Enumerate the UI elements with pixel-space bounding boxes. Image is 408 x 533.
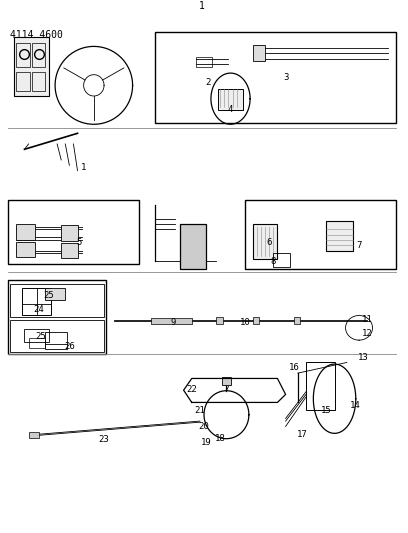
Text: 6: 6 [266, 238, 272, 247]
FancyBboxPatch shape [61, 225, 78, 241]
FancyBboxPatch shape [326, 221, 353, 251]
FancyBboxPatch shape [294, 317, 300, 324]
Text: 15: 15 [321, 406, 332, 415]
Text: 3: 3 [283, 73, 288, 82]
FancyBboxPatch shape [253, 317, 259, 324]
Text: 8: 8 [271, 257, 276, 266]
FancyBboxPatch shape [16, 242, 35, 257]
Text: 18: 18 [215, 434, 226, 442]
Text: 4114 4600: 4114 4600 [10, 30, 63, 40]
Text: 5: 5 [77, 238, 82, 247]
Text: 21: 21 [195, 406, 205, 415]
FancyBboxPatch shape [222, 377, 231, 385]
Text: 1: 1 [81, 164, 86, 173]
Text: 2: 2 [205, 78, 211, 87]
FancyBboxPatch shape [61, 243, 78, 258]
Text: 14: 14 [350, 401, 360, 409]
Text: 1: 1 [199, 2, 205, 12]
Text: 25: 25 [35, 333, 46, 341]
FancyBboxPatch shape [253, 224, 277, 259]
FancyBboxPatch shape [180, 224, 206, 269]
Text: 7: 7 [356, 241, 362, 250]
FancyBboxPatch shape [216, 317, 223, 324]
Text: 9: 9 [171, 318, 176, 327]
Text: 12: 12 [362, 329, 373, 337]
Text: 23: 23 [99, 435, 109, 444]
Text: 19: 19 [201, 438, 211, 447]
Text: 20: 20 [199, 422, 209, 431]
Text: 10: 10 [239, 318, 250, 327]
FancyBboxPatch shape [29, 432, 39, 438]
FancyBboxPatch shape [45, 288, 65, 300]
Text: 24: 24 [33, 305, 44, 314]
Text: 17: 17 [297, 430, 307, 439]
Text: 25: 25 [44, 292, 54, 301]
FancyBboxPatch shape [151, 318, 192, 324]
FancyBboxPatch shape [16, 224, 35, 240]
FancyBboxPatch shape [253, 45, 265, 61]
Text: 22: 22 [186, 385, 197, 393]
Text: 11: 11 [362, 316, 373, 324]
Text: 16: 16 [288, 364, 299, 372]
Text: 4: 4 [228, 105, 233, 114]
FancyBboxPatch shape [14, 37, 49, 96]
Text: 13: 13 [358, 353, 368, 361]
FancyBboxPatch shape [218, 89, 243, 110]
Text: 26: 26 [64, 342, 75, 351]
